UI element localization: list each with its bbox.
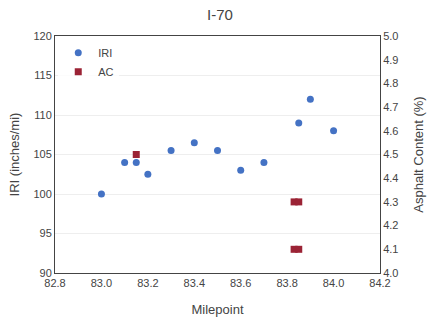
- svg-text:AC: AC: [98, 66, 113, 78]
- svg-text:4.0: 4.0: [383, 267, 398, 279]
- svg-text:83.6: 83.6: [230, 277, 251, 289]
- svg-text:IRI: IRI: [98, 47, 112, 59]
- svg-text:84.2: 84.2: [369, 277, 390, 289]
- svg-text:90: 90: [40, 267, 52, 279]
- svg-text:5.0: 5.0: [383, 30, 398, 42]
- svg-text:84.0: 84.0: [323, 277, 344, 289]
- svg-text:83.4: 83.4: [184, 277, 205, 289]
- svg-text:4.5: 4.5: [383, 148, 398, 160]
- svg-text:IRI (inches/mi): IRI (inches/mi): [7, 113, 22, 197]
- svg-text:4.2: 4.2: [383, 219, 398, 231]
- svg-text:100: 100: [33, 188, 51, 200]
- svg-text:4.7: 4.7: [383, 101, 398, 113]
- svg-text:4.8: 4.8: [383, 77, 398, 89]
- svg-text:Milepoint: Milepoint: [191, 302, 243, 317]
- svg-text:4.6: 4.6: [383, 125, 398, 137]
- svg-text:4.1: 4.1: [383, 243, 398, 255]
- svg-text:4.9: 4.9: [383, 54, 398, 66]
- svg-text:83.0: 83.0: [91, 277, 112, 289]
- svg-text:120: 120: [33, 30, 51, 42]
- svg-text:4.4: 4.4: [383, 172, 398, 184]
- svg-text:83.8: 83.8: [276, 277, 297, 289]
- svg-text:82.8: 82.8: [44, 277, 65, 289]
- svg-text:110: 110: [34, 109, 52, 121]
- svg-text:115: 115: [34, 69, 52, 81]
- svg-text:I-70: I-70: [207, 6, 233, 23]
- svg-text:Asphalt Content (%): Asphalt Content (%): [411, 96, 426, 212]
- svg-text:95: 95: [40, 227, 52, 239]
- svg-text:4.3: 4.3: [383, 196, 398, 208]
- svg-text:105: 105: [33, 148, 51, 160]
- svg-text:83.2: 83.2: [137, 277, 158, 289]
